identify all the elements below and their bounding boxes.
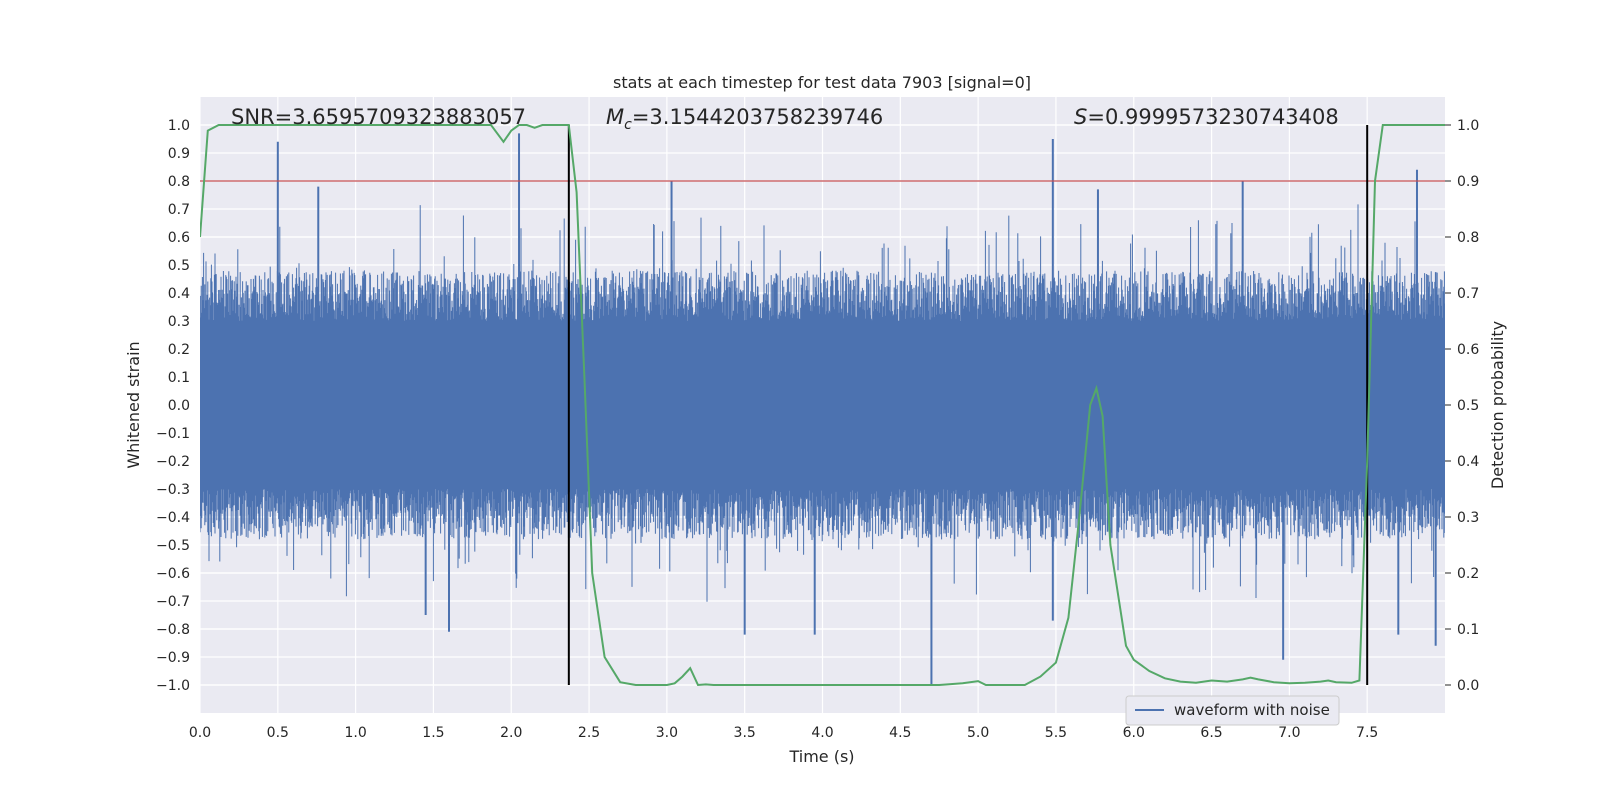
y-left-tick-label: 0.0 — [168, 398, 190, 414]
waveform-noise-series — [200, 204, 1445, 602]
y-left-tick-label: −0.2 — [156, 454, 190, 470]
y-left-tick-label: 0.7 — [168, 202, 190, 218]
y-left-tick-label: 0.3 — [168, 314, 190, 330]
y-right-tick-label: 0.9 — [1457, 174, 1479, 190]
x-tick-label: 5.0 — [967, 725, 989, 741]
x-tick-label: 7.0 — [1278, 725, 1300, 741]
y-left-tick-label: 0.6 — [168, 230, 190, 246]
y-right-tick-label: 0.1 — [1457, 622, 1479, 638]
snr-annotation: SNR=3.6595709323883057 — [231, 105, 526, 129]
y-right-tick-label: 0.4 — [1457, 454, 1479, 470]
waveform-spikes — [276, 133, 1437, 685]
y-left-axis-ticks: 1.0 0.9 0.8 0.7 0.6 0.5 0.4 0.3 0.2 0.1 0.0 −0.1 −0.… — [156, 118, 190, 694]
y-right-axis-label: Detection probability — [1488, 321, 1507, 489]
y-left-tick-label: −0.3 — [156, 482, 190, 498]
detection-probability-series — [200, 124, 1445, 687]
y-left-tick-label: 0.1 — [168, 370, 190, 386]
chirp-mass-subscript: c — [624, 117, 632, 133]
chirp-mass-symbol: M — [606, 105, 624, 129]
x-tick-label: 5.5 — [1045, 725, 1067, 741]
vertical-markers — [567, 125, 1369, 685]
legend-box — [1125, 695, 1340, 726]
x-axis-ticks: 0.0 0.5 1.0 1.5 2.0 2.5 3.0 3.5 4.0 4.5 5.0 5.5 6.0 6… — [189, 725, 1378, 741]
y-left-tick-label: 0.8 — [168, 174, 190, 190]
x-tick-label: 3.5 — [734, 725, 756, 741]
y-right-tick-label: 0.3 — [1457, 510, 1479, 526]
y-right-tick-label: 0.6 — [1457, 342, 1479, 358]
x-axis-label: Time (s) — [788, 747, 854, 766]
y-left-axis-label: Whitened strain — [124, 341, 143, 468]
y-left-tick-label: −0.9 — [156, 650, 190, 666]
x-tick-label: 1.0 — [344, 725, 366, 741]
x-tick-label: 3.0 — [656, 725, 678, 741]
chirp-mass-value: =3.1544203758239746 — [632, 105, 883, 129]
y-left-tick-label: −1.0 — [156, 678, 190, 694]
s-value: =0.9999573230743408 — [1087, 105, 1338, 129]
x-tick-label: 1.5 — [422, 725, 444, 741]
x-tick-label: 6.5 — [1200, 725, 1222, 741]
y-left-tick-label: 1.0 — [168, 118, 190, 134]
x-tick-label: 0.5 — [267, 725, 289, 741]
y-right-tick-label: 0.0 — [1457, 678, 1479, 694]
legend-entry: waveform with noise — [1174, 701, 1330, 719]
y-left-tick-label: −0.4 — [156, 510, 190, 526]
y-right-tick-label: 0.8 — [1457, 230, 1479, 246]
y-right-axis-ticks: 1.0 0.9 0.8 0.7 0.6 0.5 0.4 0.3 0.2 0.1 0.0 — [1445, 118, 1479, 694]
x-tick-label: 4.5 — [889, 725, 911, 741]
y-left-tick-label: −0.7 — [156, 594, 190, 610]
s-symbol: S — [1074, 105, 1087, 129]
x-tick-label: 7.5 — [1356, 725, 1378, 741]
chirp-mass-annotation: Mc=3.1544203758239746 — [606, 105, 883, 133]
x-tick-label: 2.5 — [578, 725, 600, 741]
y-left-tick-label: −0.1 — [156, 426, 190, 442]
y-left-tick-label: −0.5 — [156, 538, 190, 554]
chart-title: stats at each timestep for test data 790… — [613, 73, 1031, 92]
y-left-tick-label: 0.5 — [168, 258, 190, 274]
x-tick-label: 4.0 — [811, 725, 833, 741]
y-right-tick-label: 0.7 — [1457, 286, 1479, 302]
x-tick-label: 6.0 — [1123, 725, 1145, 741]
s-annotation: S=0.9999573230743408 — [1074, 105, 1339, 129]
y-left-tick-label: −0.6 — [156, 566, 190, 582]
y-left-tick-label: −0.8 — [156, 622, 190, 638]
y-left-tick-label: 0.9 — [168, 146, 190, 162]
x-tick-label: 2.0 — [500, 725, 522, 741]
y-right-tick-label: 0.2 — [1457, 566, 1479, 582]
y-left-tick-label: 0.2 — [168, 342, 190, 358]
y-left-tick-label: 0.4 — [168, 286, 190, 302]
y-right-tick-label: 1.0 — [1457, 118, 1479, 134]
x-tick-label: 0.0 — [189, 725, 211, 741]
legend: waveform with noise — [1125, 695, 1340, 726]
y-right-tick-label: 0.5 — [1457, 398, 1479, 414]
